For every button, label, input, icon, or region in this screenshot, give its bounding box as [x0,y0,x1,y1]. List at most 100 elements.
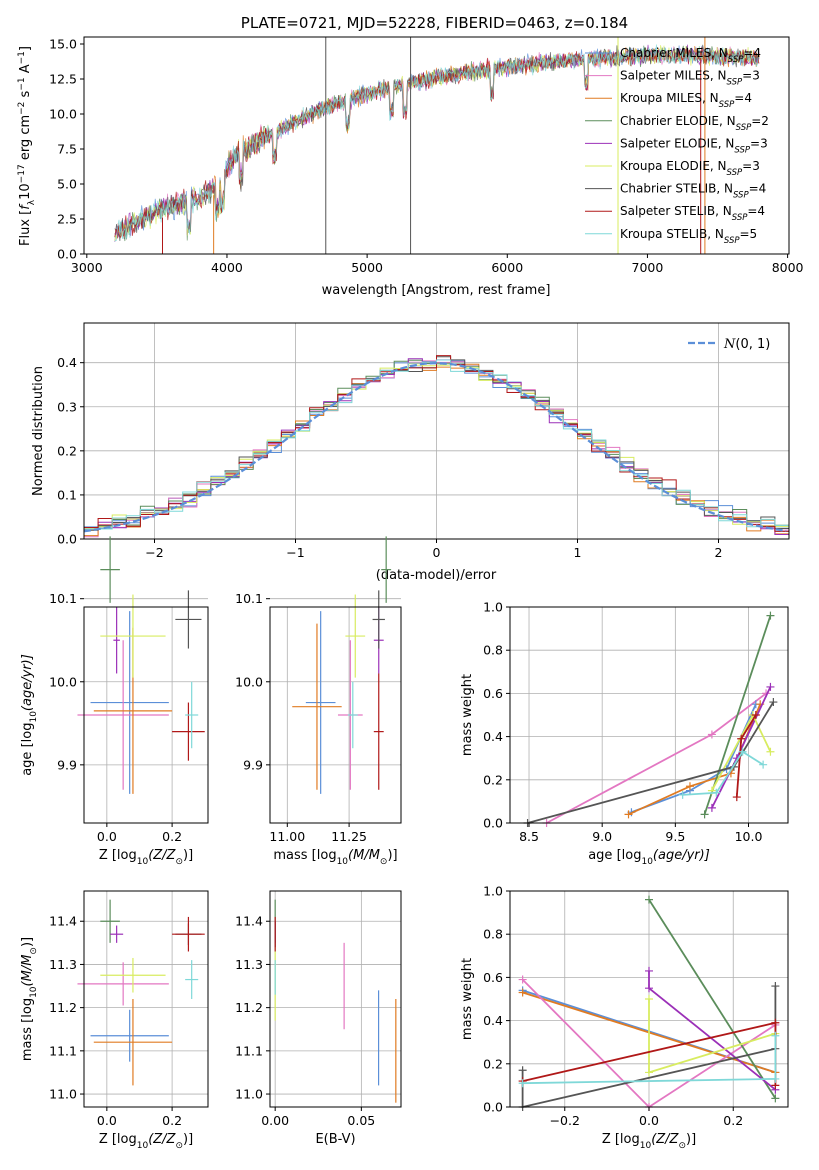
weight-line-kroupa_elodie [648,999,776,1074]
x-tick-label: 0.00 [261,1113,289,1128]
weight-point [678,790,687,799]
y-tick-label: 0.0 [57,247,77,262]
x-tick-label: 3000 [71,260,103,275]
weight-line-salpeter_elodie [648,970,776,1091]
y-tick-label: 9.9 [243,757,263,772]
x-tick-label: 8000 [772,260,804,275]
frame-weight_vs_age: 8.5 9.0 9.5 10.0 0.0 0.2 0.4 0.6 0.8 1.0 age [log1… [460,600,789,867]
y-tick-label: 11.4 [49,914,77,929]
y-tick-label: 0.1 [57,487,77,502]
weight-point [518,1079,527,1088]
legend: Chabrier MILES, NSSP=4 Salpeter MILES, NS… [585,46,769,246]
axes-frame [509,606,789,824]
weight-point [766,611,775,620]
y-tick-label: 0.4 [483,1013,503,1028]
frame-mass_vs_ebv: 0.00 0.05 11.0 11.1 11.2 11.3 11.4 E(B-V) [235,890,402,1147]
x-tick-label: 11.00 [269,829,305,844]
legend-entry: Salpeter ELODIE, NSSP=3 [620,136,768,155]
weight-point [751,711,760,719]
axes-frame [83,890,209,1108]
weight-point [771,982,780,991]
x-tick-label: −0.2 [550,1113,580,1128]
y-tick-label: 7.5 [57,142,77,157]
y-tick-label: 11.4 [235,914,263,929]
axes-frame [269,890,402,1108]
x-tick-label: 0.0 [97,1113,117,1128]
x-tick-label: 10.0 [735,829,763,844]
weight-point [769,698,778,707]
legend-entry: Chabrier MILES, NSSP=4 [620,46,761,65]
weight-point [771,1094,780,1103]
y-axis-label: mass weight [460,674,475,756]
weight-point [645,984,653,993]
x-tick-label: 0 [433,545,441,560]
legend-entry: Chabrier ELODIE, NSSP=2 [620,114,769,133]
errorbars-age_vs_z [77,536,205,794]
errorbars-mass_vs_ebv [274,899,397,1103]
y-tick-label: 0.8 [483,643,503,658]
y-tick-label: 0.4 [483,729,503,744]
weight-point [766,682,775,691]
spectrum-lines [114,37,760,254]
legend-entry: Salpeter MILES, NSSP=3 [620,69,760,88]
y-tick-label: 11.1 [235,1043,263,1058]
weight-point [759,760,768,769]
y-tick-label: 0.0 [483,1100,503,1115]
y-axis-label: Flux [fλ10−17 erg cm−2 s−1 A−1] [17,46,37,246]
y-tick-label: 10.0 [235,674,263,689]
x-tick-label: 5000 [351,260,383,275]
y-tick-label: 0.3 [57,399,77,414]
y-axis-label: Normed distribution [31,366,46,496]
weight-point [518,988,527,997]
y-tick-label: 9.9 [57,757,77,772]
x-tick-label: 0.2 [162,1113,182,1128]
frame-residuals: −2 −1 0 1 2 0.0 0.1 0.2 0.3 0.4 (data-model)/error… [31,322,790,583]
x-tick-label: 0.2 [723,1113,743,1128]
errorbars-mass_vs_z [77,899,205,1086]
y-tick-label: 11.3 [49,957,77,972]
y-tick-label: 0.0 [483,816,503,831]
legend-entry: Kroupa MILES, NSSP=4 [620,91,752,110]
weights-weight_vs_age [523,611,778,827]
y-tick-label: 10.0 [49,674,77,689]
y-tick-label: 11.2 [235,1000,263,1015]
y-axis-label: mass weight [460,958,475,1040]
y-tick-label: 11.3 [235,957,263,972]
frame-age_vs_z: 0.0 0.2 9.9 10.0 10.1 Z [log10(Z/Z⊙)] age [log… [20,591,209,867]
weight-point [518,975,527,984]
y-tick-label: 1.0 [483,600,503,615]
weight-point [771,1018,780,1027]
y-tick-label: 0.0 [57,532,77,547]
frame-spectrum: 3000 4000 5000 6000 7000 8000 0.0 2.5 5.0 7.5 10.0… [17,36,804,298]
weight-line-chabrier_elodie [703,615,772,815]
frame-mass_vs_z: 0.0 0.2 11.0 11.1 11.2 11.3 11.4 Z [log10(Z/Z⊙)… [20,890,209,1151]
weight-point [737,734,746,743]
y-tick-label: 2.5 [57,212,77,227]
x-tick-label: 9.5 [665,829,685,844]
x-tick-label: 0.05 [347,1113,375,1128]
y-tick-label: 0.2 [483,1056,503,1071]
x-tick-label: 9.0 [592,829,612,844]
x-tick-label: 11.25 [331,829,367,844]
y-tick-label: 1.0 [483,884,503,899]
y-tick-label: 0.2 [57,443,77,458]
x-tick-label: −2 [145,545,163,560]
weight-point [685,782,694,791]
x-axis-label: E(B-V) [315,1132,355,1147]
weight-point [707,730,716,739]
x-label: Z [log10(Z/Z⊙)] [602,1132,696,1151]
legend-entry: Kroupa STELIB, NSSP=5 [620,227,757,246]
weight-point [771,1074,780,1083]
weight-point [518,1066,527,1075]
x-tick-label: 7000 [632,260,664,275]
weight-point [645,895,653,904]
y-tick-label: 11.2 [49,1000,77,1015]
hist-kroupa_stelib [84,359,789,530]
axes-frame [83,606,209,824]
y-tick-label: 11.1 [49,1043,77,1058]
y-tick-label: 12.5 [49,72,77,87]
y-label: mass [log10(M/M⊙)] [20,937,39,1061]
x-axis-label: (data-model)/error [376,568,497,583]
x-axis-label: wavelength [Angstrom, rest frame] [322,283,551,298]
